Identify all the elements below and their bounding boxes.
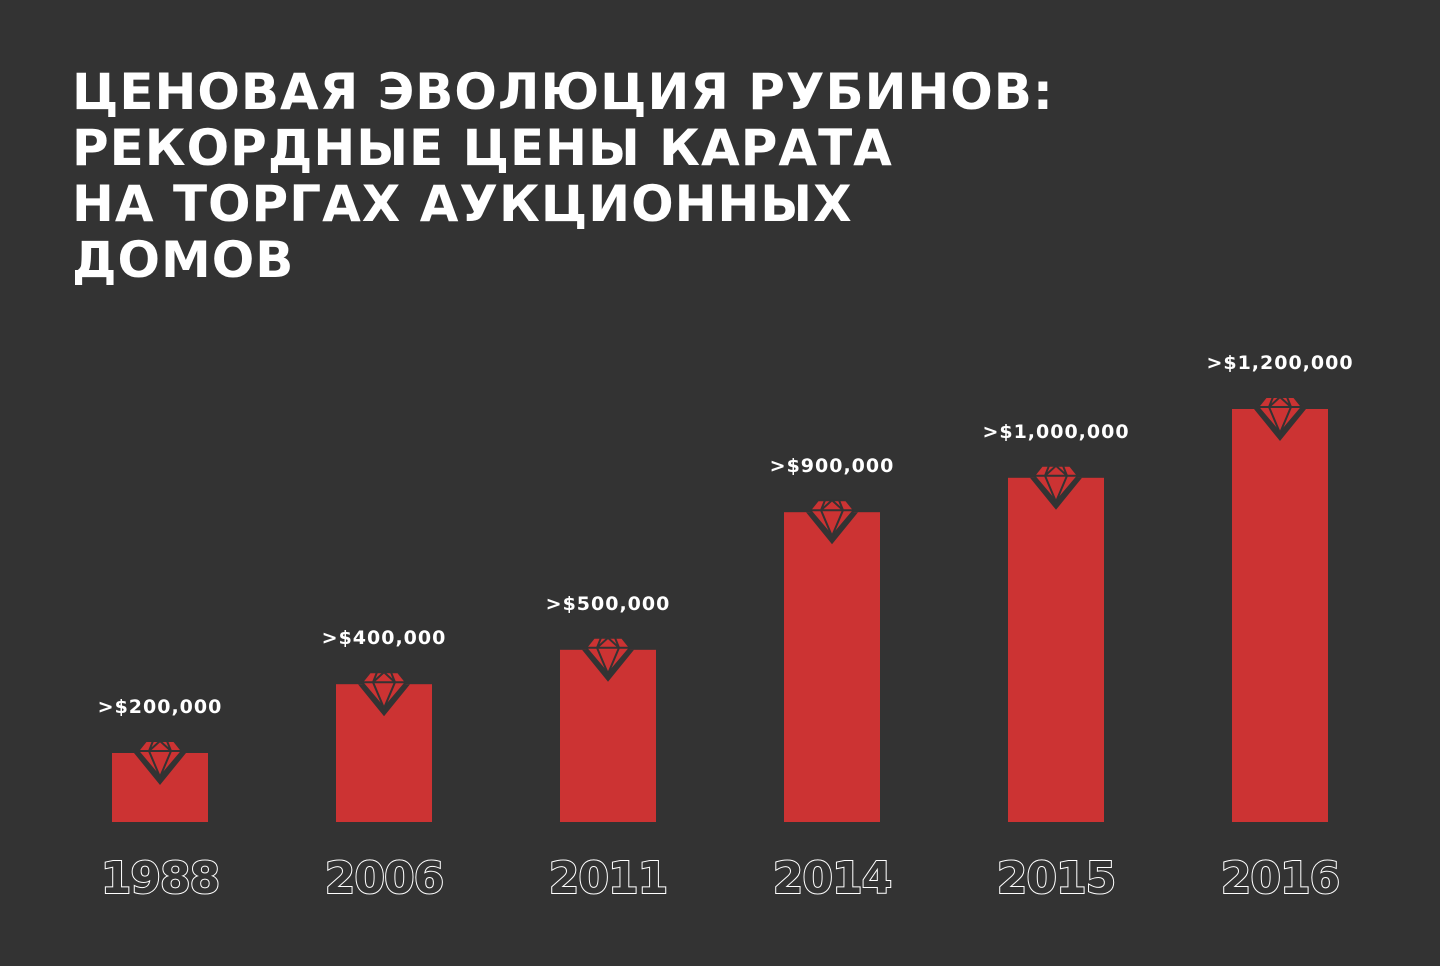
value-label-2014: >$900,000 (770, 455, 895, 477)
value-label-1988: >$200,000 (98, 696, 223, 718)
ruby-gem-icon (582, 636, 634, 682)
bars: >$200,000 1988 >$400,000 2006 >$500,000 2011 >… (98, 352, 1353, 905)
title-line-2: РЕКОРДНЫЕ ЦЕНЫ КАРАТА (72, 119, 893, 177)
ruby-gem-icon (358, 670, 410, 717)
year-label-2011: 2011 (549, 853, 667, 904)
year-label-2006: 2006 (325, 853, 443, 904)
year-label-1988: 1988 (101, 853, 219, 904)
title-line-3: НА ТОРГАХ АУКЦИОННЫХ (72, 175, 853, 233)
bar-2015 (1008, 477, 1104, 822)
year-label-2015: 2015 (997, 853, 1115, 904)
year-label-2016: 2016 (1221, 853, 1339, 904)
ruby-gem-icon (134, 739, 186, 785)
ruby-gem-icon (1254, 395, 1306, 441)
title-line-1: ЦЕНОВАЯ ЭВОЛЮЦИЯ РУБИНОВ: (72, 63, 1054, 121)
chart-title: ЦЕНОВАЯ ЭВОЛЮЦИЯ РУБИНОВ: РЕКОРДНЫЕ ЦЕНЫ… (72, 64, 1372, 288)
value-label-2016: >$1,200,000 (1206, 352, 1353, 374)
bar-2016 (1232, 409, 1328, 822)
value-label-2006: >$400,000 (322, 627, 447, 649)
value-label-2015: >$1,000,000 (982, 421, 1129, 443)
value-label-2011: >$500,000 (546, 593, 671, 615)
ruby-gem-icon (1030, 464, 1082, 510)
bar-2014 (784, 512, 880, 822)
ruby-gem-icon (806, 498, 858, 545)
title-line-4: ДОМОВ (72, 231, 295, 289)
year-label-2014: 2014 (773, 853, 891, 904)
